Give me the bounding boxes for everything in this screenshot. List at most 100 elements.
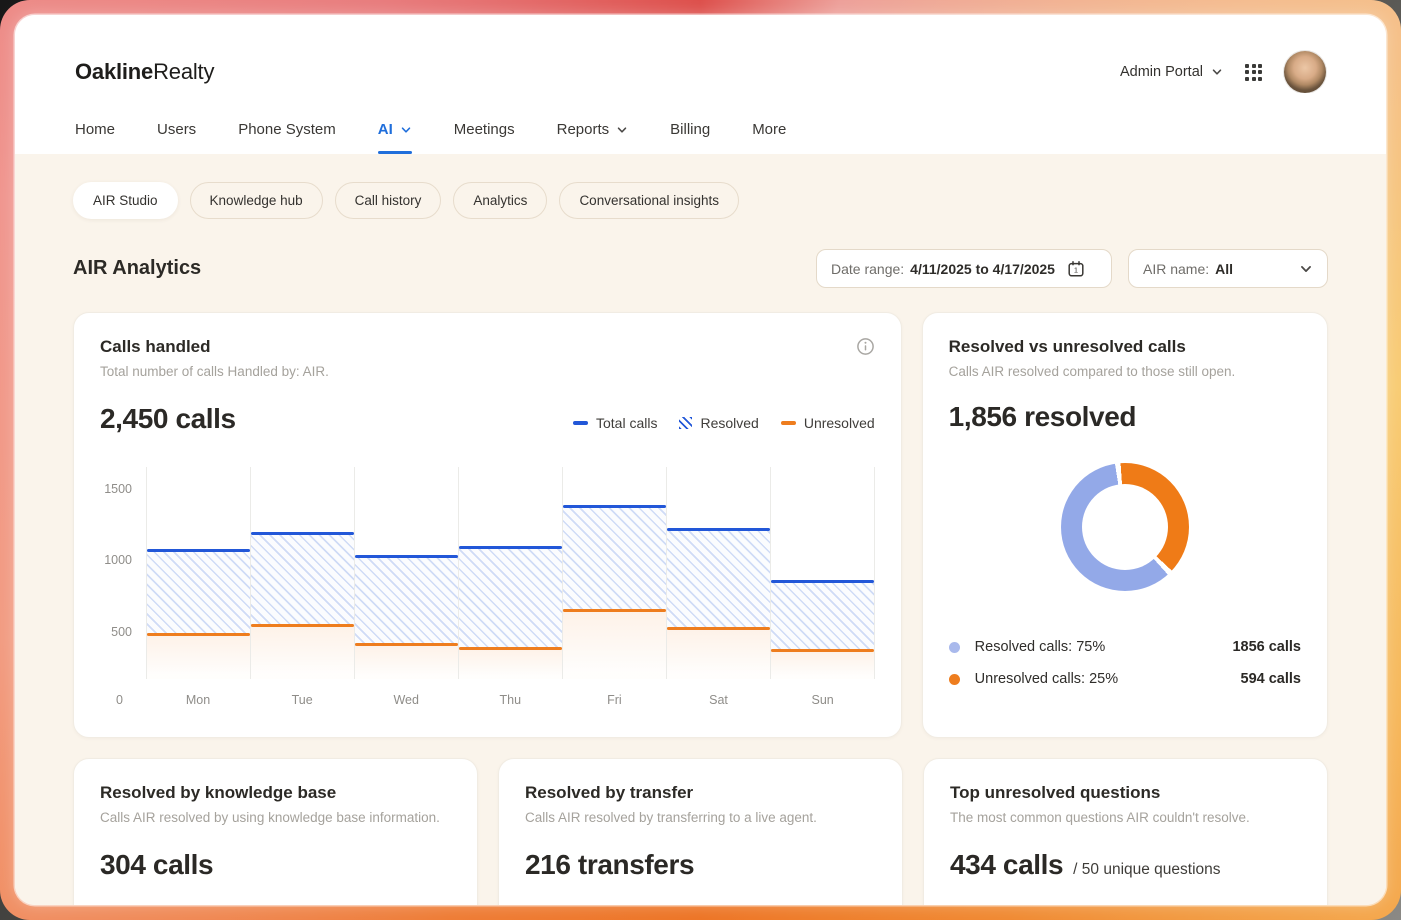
top-cards-row: Calls handled Total number of calls Hand…	[73, 312, 1328, 738]
unresolved-fade-area	[458, 649, 562, 679]
unresolved-fade-area	[250, 626, 354, 679]
legend-dash-icon	[780, 421, 796, 425]
x-axis-label: Fri	[607, 693, 622, 707]
chart-day-column[interactable]	[561, 467, 666, 679]
content-area: AIR Studio Knowledge hub Call history An…	[15, 154, 1386, 905]
date-range-picker[interactable]: Date range: 4/11/2025 to 4/17/2025 1	[816, 249, 1112, 288]
nav-item-reports[interactable]: Reports	[557, 121, 629, 154]
brand-logo[interactable]: OaklineRealty	[75, 59, 214, 85]
nav-item-users[interactable]: Users	[157, 121, 197, 138]
unresolved-line	[770, 649, 874, 652]
nav-item-home[interactable]: Home	[75, 121, 116, 138]
info-icon[interactable]	[856, 337, 875, 356]
unresolved-line	[666, 627, 770, 630]
sub-tabs: AIR Studio Knowledge hub Call history An…	[73, 182, 1328, 219]
y-axis-tick: 1000	[104, 553, 132, 567]
total-calls-line	[562, 505, 666, 508]
chevron-down-icon	[1211, 66, 1223, 78]
unresolved-fade-area	[562, 611, 666, 679]
page-title: AIR Analytics	[73, 257, 202, 279]
svg-text:1: 1	[1074, 265, 1078, 274]
chevron-down-icon	[616, 124, 628, 136]
air-name-select[interactable]: AIR name: All	[1128, 249, 1328, 288]
resolved-vs-unresolved-card: Resolved vs unresolved calls Calls AIR r…	[921, 312, 1328, 738]
card-subtitle: Total number of calls Handled by: AIR.	[100, 364, 329, 379]
legend-resolved[interactable]: Resolved	[679, 415, 759, 431]
legend-resolved-row[interactable]: Resolved calls: 75% 1856 calls	[948, 631, 1301, 663]
x-axis-label: Sat	[709, 693, 728, 707]
transfer-value: 216 transfers	[525, 849, 695, 880]
x-axis-label: Wed	[393, 693, 419, 707]
card-title: Calls handled	[100, 337, 211, 356]
air-name-value: All	[1215, 260, 1234, 277]
app-window: OaklineRealty Admin Portal Home Users Ph…	[15, 15, 1386, 905]
tab-air-studio[interactable]: AIR Studio	[73, 182, 178, 219]
date-range-value: 4/11/2025 to 4/17/2025	[910, 260, 1055, 277]
admin-portal-selector[interactable]: Admin Portal	[1120, 64, 1223, 80]
unresolved-line	[147, 633, 250, 636]
legend-total-calls[interactable]: Total calls	[572, 415, 657, 431]
calls-handled-chart: 500 1000 1500	[100, 467, 875, 679]
tab-call-history[interactable]: Call history	[334, 182, 442, 219]
x-axis-label: Tue	[291, 693, 313, 707]
y-axis: 500 1000 1500	[100, 467, 146, 679]
total-calls-line	[770, 580, 874, 583]
chart-day-column[interactable]	[353, 467, 458, 679]
main-nav: Home Users Phone System AI Meetings Repo…	[15, 93, 1386, 154]
legend-unresolved[interactable]: Unresolved	[780, 415, 875, 431]
resolved-hatch-area	[147, 551, 250, 635]
card-subtitle: The most common questions AIR couldn't r…	[950, 810, 1250, 825]
apps-grid-icon[interactable]	[1245, 63, 1262, 81]
x-axis-label: Thu	[499, 693, 522, 707]
donut-chart[interactable]	[1060, 463, 1189, 591]
nav-item-meetings[interactable]: Meetings	[453, 121, 515, 138]
resolved-hatch-area	[770, 582, 874, 651]
x-axis-label: Mon	[185, 693, 211, 707]
unresolved-line	[458, 647, 562, 650]
user-avatar[interactable]	[1284, 51, 1326, 93]
total-calls-line	[147, 549, 250, 552]
legend-dash-icon	[572, 421, 588, 425]
nav-item-billing[interactable]: Billing	[670, 121, 711, 138]
resolved-hatch-area	[562, 507, 666, 611]
resolved-hatch-area	[458, 548, 562, 649]
card-subtitle: Calls AIR resolved by transferring to a …	[525, 810, 817, 825]
nav-item-more[interactable]: More	[752, 121, 787, 138]
legend-unresolved-row[interactable]: Unresolved calls: 25% 594 calls	[948, 663, 1301, 695]
unique-questions-suffix: / 50 unique questions	[1073, 861, 1221, 878]
air-name-label: AIR name:	[1143, 260, 1210, 277]
chart-day-column[interactable]	[665, 467, 770, 679]
resolved-hatch-area	[250, 534, 354, 626]
unresolved-fade-area	[666, 629, 770, 679]
unresolved-line	[354, 643, 458, 646]
resolved-hatch-area	[354, 557, 458, 645]
tab-analytics[interactable]: Analytics	[453, 182, 548, 219]
calls-handled-value: 2,450 calls	[100, 403, 236, 434]
nav-item-ai[interactable]: AI	[377, 121, 412, 154]
tab-knowledge-hub[interactable]: Knowledge hub	[189, 182, 323, 219]
tab-conversational-insights[interactable]: Conversational insights	[559, 182, 740, 219]
chart-day-column[interactable]	[146, 467, 250, 679]
date-range-label: Date range:	[831, 260, 905, 277]
donut-legend: Resolved calls: 75% 1856 calls Unresolve…	[948, 631, 1301, 695]
unresolved-fade-area	[354, 645, 458, 679]
unresolved-fade-area	[770, 651, 874, 679]
nav-item-phone-system[interactable]: Phone System	[238, 121, 336, 138]
resolved-dot-icon	[948, 641, 960, 653]
chart-day-column[interactable]	[249, 467, 354, 679]
page-title-row: AIR Analytics Date range: 4/11/2025 to 4…	[73, 249, 1328, 288]
card-subtitle: Calls AIR resolved compared to those sti…	[948, 364, 1236, 379]
admin-portal-label: Admin Portal	[1119, 64, 1203, 80]
card-title: Resolved by knowledge base	[100, 783, 337, 802]
x-axis: 0 Mon Tue Wed Thu Fri Sat Sun	[100, 693, 875, 713]
chart-day-column[interactable]	[457, 467, 562, 679]
chevron-down-icon	[1299, 262, 1313, 276]
resolved-by-knowledge-base-card: Resolved by knowledge base Calls AIR res…	[73, 758, 478, 905]
brand-name-regular: Realty	[153, 59, 215, 84]
chevron-down-icon	[400, 124, 412, 136]
chart-plot	[146, 467, 875, 679]
total-calls-line	[250, 532, 354, 535]
total-calls-line	[354, 555, 458, 558]
chart-day-column[interactable]	[769, 467, 875, 679]
resolved-hatch-area	[666, 530, 770, 629]
